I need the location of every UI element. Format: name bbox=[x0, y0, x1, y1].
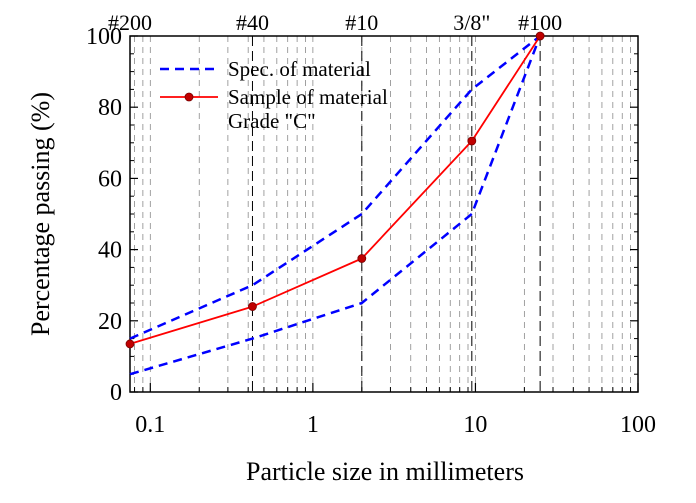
x-axis-title: Particle size in millimeters bbox=[246, 457, 524, 486]
y-tick-label: 0 bbox=[110, 380, 122, 406]
legend-sample-label: Sample of material bbox=[228, 85, 388, 109]
sample-line bbox=[129, 35, 541, 345]
spec-limit-line bbox=[129, 35, 542, 376]
legend-sample-marker bbox=[184, 92, 194, 102]
y-axis-title: Percentage passing (%) bbox=[26, 92, 55, 336]
legend-spec-label: Spec. of material bbox=[228, 57, 371, 81]
sample-point bbox=[248, 302, 257, 311]
sample-point bbox=[357, 254, 367, 263]
y-tick-label: 100 bbox=[86, 24, 122, 50]
legend-grade-label: Grade "C" bbox=[228, 109, 316, 133]
y-tick-label: 20 bbox=[98, 309, 122, 335]
spec-limit-line bbox=[129, 35, 541, 340]
sample-point bbox=[125, 339, 135, 349]
x-tick-label: 1 bbox=[307, 412, 319, 438]
legend: Spec. of material Sample of material Gra… bbox=[160, 57, 388, 133]
x-axis-ticks: 0.1 1 10 100 bbox=[134, 383, 656, 438]
sieve-label: #40 bbox=[236, 10, 269, 35]
y-tick-label: 80 bbox=[98, 95, 122, 121]
y-tick-label: 60 bbox=[98, 166, 122, 192]
sample-point bbox=[467, 136, 477, 146]
y-tick-label: 40 bbox=[98, 238, 122, 264]
x-tick-label: 0.1 bbox=[135, 412, 165, 438]
y-axis-ticks: 0 20 40 60 80 100 bbox=[86, 24, 638, 406]
sieve-labels: #200 #40 #10 3/8" #100 bbox=[108, 10, 562, 35]
x-tick-label: 10 bbox=[463, 412, 487, 438]
sample-point bbox=[535, 31, 545, 41]
x-tick-label: 100 bbox=[620, 412, 656, 438]
sieve-label: #200 bbox=[108, 10, 152, 35]
sieve-label: #100 bbox=[518, 10, 562, 35]
data-series bbox=[125, 31, 545, 376]
sieve-label: 3/8" bbox=[453, 10, 490, 35]
sieve-label: #10 bbox=[345, 10, 378, 35]
